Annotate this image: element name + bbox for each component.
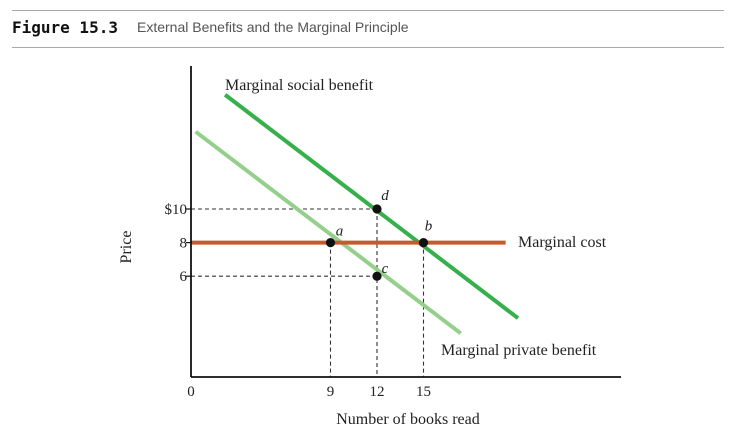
x-tick-label-9: 9 bbox=[327, 384, 335, 400]
point-d bbox=[372, 204, 382, 214]
points: a b c d bbox=[325, 188, 433, 281]
y-tick-label-8: 8 bbox=[180, 236, 188, 252]
point-label-b: b bbox=[425, 219, 433, 235]
x-tick-label-12: 12 bbox=[370, 384, 385, 400]
y-axis-title: Price bbox=[118, 231, 135, 264]
point-label-d: d bbox=[381, 188, 389, 204]
point-label-a: a bbox=[336, 224, 344, 240]
x-axis-title: Number of books read bbox=[336, 411, 480, 428]
point-b bbox=[418, 238, 429, 248]
point-label-c: c bbox=[382, 261, 389, 277]
series-label-marginal-cost: Marginal cost bbox=[518, 234, 607, 251]
series-line-marginal-private-benefit bbox=[194, 130, 462, 335]
series-line-marginal-social-benefit bbox=[223, 93, 520, 320]
tick-labels: 0 9 12 15 6 8 $10 bbox=[165, 202, 432, 400]
figure-title: External Benefits and the Marginal Princ… bbox=[137, 19, 409, 35]
header-bottom-rule bbox=[12, 47, 724, 48]
y-tick-label-10: $10 bbox=[165, 202, 188, 218]
figure-header: Figure 15.3 External Benefits and the Ma… bbox=[0, 0, 737, 50]
header-top-rule bbox=[12, 10, 724, 11]
x-tick-label-0: 0 bbox=[187, 384, 195, 400]
y-tick-label-6: 6 bbox=[180, 269, 188, 285]
axes bbox=[190, 66, 621, 378]
series-labels: Marginal social benefit Marginal private … bbox=[225, 77, 607, 359]
guide-lines bbox=[191, 208, 425, 377]
curves bbox=[191, 93, 520, 335]
series-label-marginal-private-benefit: Marginal private benefit bbox=[441, 342, 597, 359]
x-tick-label-15: 15 bbox=[416, 384, 431, 400]
series-label-marginal-social-benefit: Marginal social benefit bbox=[225, 77, 374, 94]
figure-label: Figure 15.3 bbox=[12, 18, 118, 37]
point-a bbox=[325, 238, 336, 248]
point-c bbox=[372, 271, 382, 281]
